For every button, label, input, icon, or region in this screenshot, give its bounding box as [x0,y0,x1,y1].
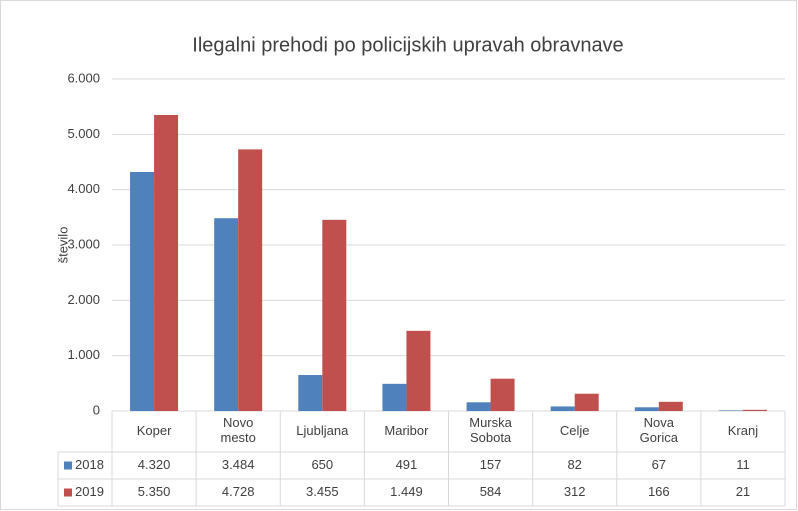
legend-swatch [64,461,72,470]
table-value: 67 [652,457,666,472]
table-value: 4.320 [138,457,171,472]
x-tick-label: Murska Sobota [469,415,512,445]
bar [382,383,407,411]
bar [742,409,767,411]
bar [298,375,323,411]
legend-label: 2019 [75,484,104,499]
table-value: 312 [564,484,586,499]
legend-swatch [64,488,72,497]
bar [658,401,683,411]
x-tick-label: Kranj [728,423,758,438]
x-tick-label: Maribor [384,423,429,438]
x-tick-label: Nova Gorica [640,415,679,445]
bar [574,393,599,411]
y-tick-label: 5.000 [67,126,100,141]
table-value: 584 [480,484,502,499]
y-tick-label: 6.000 [67,70,100,85]
table-value: 21 [736,484,750,499]
table-value: 650 [311,457,333,472]
bar [154,114,179,411]
bar [322,219,347,411]
y-tick-label: 0 [93,402,100,417]
table-value: 491 [396,457,418,472]
bar [718,410,743,411]
x-tick-label: Novo mesto [220,415,255,445]
table-value: 3.484 [222,457,255,472]
bar [466,402,491,411]
y-tick-label: 4.000 [67,181,100,196]
x-tick-label: Celje [560,423,590,438]
table-value: 4.728 [222,484,255,499]
table-value: 82 [567,457,581,472]
bar [238,149,263,411]
table-value: 157 [480,457,502,472]
table-value: 5.350 [138,484,171,499]
bar [634,407,659,411]
y-tick-label: 1.000 [67,347,100,362]
table-value: 11 [736,457,750,472]
x-tick-label: Ljubljana [296,423,349,438]
x-tick-label: Koper [137,423,172,438]
table-value: 1.449 [390,484,423,499]
y-tick-label: 2.000 [67,292,100,307]
bar [130,171,155,411]
y-axis-label: število [55,227,70,264]
table-value: 166 [648,484,670,499]
bar [490,378,515,411]
chart-title: Ilegalni prehodi po policijskih upravah … [192,34,623,56]
bar [550,406,575,411]
bar [406,330,431,411]
bar [214,218,239,411]
table-value: 3.455 [306,484,339,499]
legend-label: 2018 [75,457,104,472]
y-tick-label: 3.000 [67,236,100,251]
